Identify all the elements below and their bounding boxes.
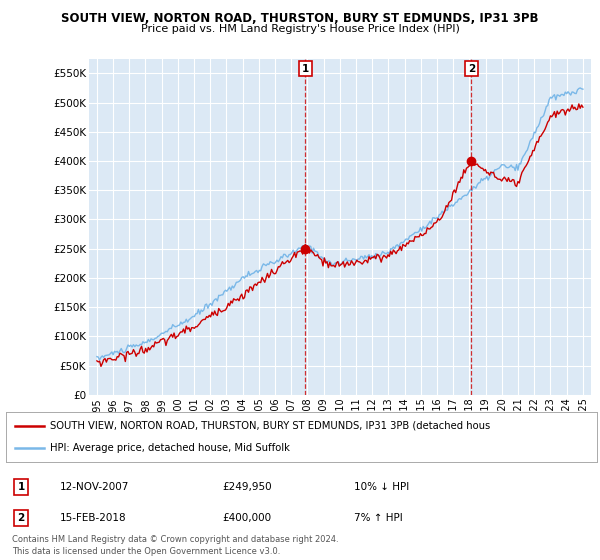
Text: £249,950: £249,950 bbox=[222, 482, 272, 492]
Text: 1: 1 bbox=[17, 482, 25, 492]
Text: Contains HM Land Registry data © Crown copyright and database right 2024.
This d: Contains HM Land Registry data © Crown c… bbox=[12, 535, 338, 556]
Text: 12-NOV-2007: 12-NOV-2007 bbox=[60, 482, 130, 492]
Text: £400,000: £400,000 bbox=[222, 513, 271, 523]
Text: 10% ↓ HPI: 10% ↓ HPI bbox=[354, 482, 409, 492]
Text: 2: 2 bbox=[468, 64, 475, 74]
Text: SOUTH VIEW, NORTON ROAD, THURSTON, BURY ST EDMUNDS, IP31 3PB: SOUTH VIEW, NORTON ROAD, THURSTON, BURY … bbox=[61, 12, 539, 25]
Text: Price paid vs. HM Land Registry's House Price Index (HPI): Price paid vs. HM Land Registry's House … bbox=[140, 24, 460, 34]
Text: 2: 2 bbox=[17, 513, 25, 523]
Text: 7% ↑ HPI: 7% ↑ HPI bbox=[354, 513, 403, 523]
Text: HPI: Average price, detached house, Mid Suffolk: HPI: Average price, detached house, Mid … bbox=[50, 443, 290, 453]
Text: SOUTH VIEW, NORTON ROAD, THURSTON, BURY ST EDMUNDS, IP31 3PB (detached hous: SOUTH VIEW, NORTON ROAD, THURSTON, BURY … bbox=[50, 421, 491, 431]
Text: 15-FEB-2018: 15-FEB-2018 bbox=[60, 513, 127, 523]
Text: 1: 1 bbox=[302, 64, 309, 74]
